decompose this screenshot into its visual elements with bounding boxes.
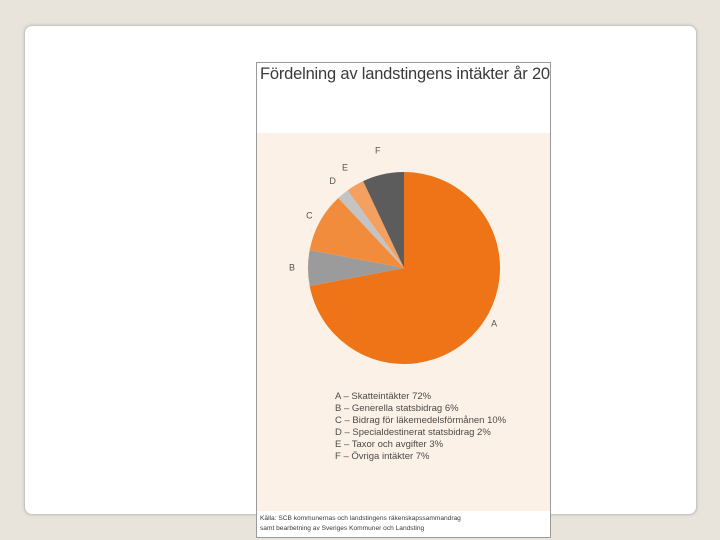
pie-slice-a xyxy=(309,172,500,364)
slice-label-b: B xyxy=(289,262,295,272)
chart-figure: Fördelning av landstingens intäkter år 2… xyxy=(256,62,551,538)
pie-chart: A B C DE F xyxy=(289,145,500,364)
slice-label-a: A xyxy=(491,318,497,328)
legend-item-d: D – Specialdestinerat statsbidrag 2% xyxy=(335,427,491,438)
slice-label-d: D xyxy=(329,176,336,186)
source-line-2: samt bearbetning av Sveriges Kommuner oc… xyxy=(260,525,425,532)
slice-label-f: F xyxy=(375,145,381,155)
pie-slice-c xyxy=(309,198,404,268)
pie-slice-e xyxy=(347,181,404,268)
chart-title: Fördelning av landstingens intäkter år 2… xyxy=(260,65,551,83)
pie-slice-b xyxy=(307,250,404,286)
chart-legend: A – Skatteintäkter 72% B – Generella sta… xyxy=(335,391,506,463)
source-line-1: Källa: SCB kommunernas och landstingens … xyxy=(260,515,461,522)
pie-slice-f xyxy=(363,172,404,268)
slice-label-e: E xyxy=(342,163,348,173)
legend-item-e: E – Taxor och avgifter 3% xyxy=(335,439,444,450)
legend-item-a: A – Skatteintäkter 72% xyxy=(335,391,432,402)
slice-label-c: C xyxy=(306,210,313,220)
legend-item-b: B – Generella statsbidrag 6% xyxy=(335,403,459,414)
legend-item-c: C – Bidrag för läkemedelsförmånen 10% xyxy=(335,415,507,426)
slide: Fördelning av landstingens intäkter år 2… xyxy=(24,25,697,538)
legend-item-f: F – Övriga intäkter 7% xyxy=(335,451,430,462)
pie-slice-d xyxy=(338,190,404,268)
chart-source: Källa: SCB kommunernas och landstingens … xyxy=(260,514,461,534)
